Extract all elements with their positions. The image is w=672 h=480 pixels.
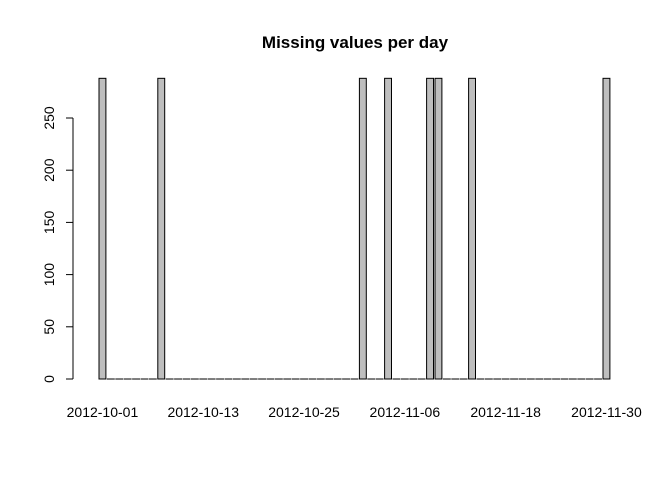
- x-tick-label: 2012-10-01: [67, 404, 139, 420]
- bar-2012-11-04: [384, 77, 393, 380]
- x-tick-label: 2012-11-18: [470, 404, 541, 420]
- y-tick-label: 100: [41, 263, 57, 287]
- bar-2012-11-01: [358, 77, 367, 380]
- y-tick-label: 200: [41, 158, 57, 182]
- bar-2012-10-01: [98, 77, 107, 380]
- bar-2012-11-09: [426, 77, 435, 380]
- bar-2012-10-08: [157, 77, 166, 380]
- y-tick-label: 150: [41, 211, 57, 235]
- y-tick-label: 250: [41, 106, 57, 130]
- x-tick-label: 2012-10-25: [268, 404, 340, 420]
- y-axis: 0 50 100 150 200 250: [41, 106, 74, 383]
- y-tick-label: 0: [41, 375, 57, 383]
- bars-group: [98, 77, 611, 380]
- x-tick-label: 2012-10-13: [167, 404, 239, 420]
- x-tick-label: 2012-11-30: [571, 404, 642, 420]
- bar-2012-11-14: [468, 77, 477, 380]
- x-axis-labels: 2012-10-01 2012-10-13 2012-10-25 2012-11-06…: [67, 404, 642, 420]
- chart-title: Missing values per day: [262, 33, 449, 52]
- y-tick-label: 50: [41, 319, 57, 335]
- bar-2012-11-30: [602, 77, 611, 380]
- bar-2012-11-10: [434, 77, 443, 380]
- x-tick-label: 2012-11-06: [370, 404, 441, 420]
